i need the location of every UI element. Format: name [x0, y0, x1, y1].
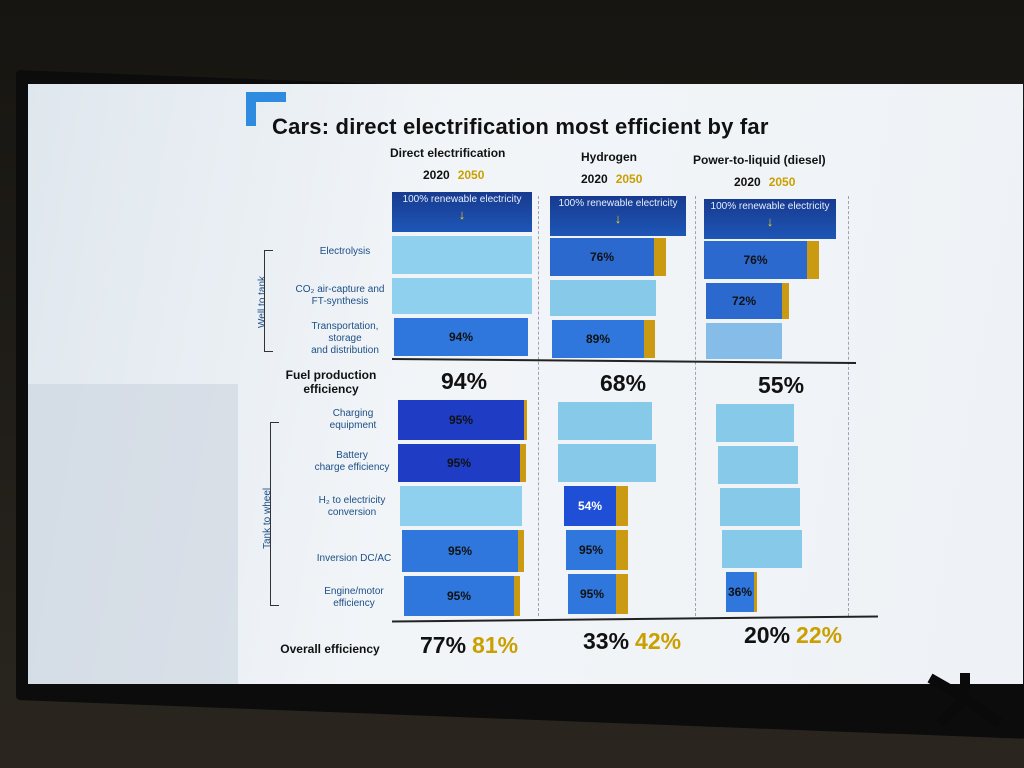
years-direct-electrification: 2020 2050 [423, 168, 485, 182]
cell-de-battery: 95% [398, 442, 538, 484]
cell-p-co2: 72% [706, 281, 840, 321]
years-hydrogen: 2020 2050 [581, 172, 643, 186]
down-arrow-icon: ↓ [458, 207, 466, 222]
column-divider [538, 196, 539, 616]
cell-h-h2conv: 54% [564, 484, 694, 528]
cell-de-charging: 95% [398, 398, 538, 442]
column-header-direct-electrification: Direct electrification [390, 146, 506, 160]
row-label-fuel-production: Fuel production efficiency [285, 368, 377, 396]
column-header-power-to-liquid: Power-to-liquid (diesel) [693, 153, 826, 167]
row-label-charging: Charging equipment [329, 408, 377, 431]
cell-p-transport [706, 321, 840, 361]
source-box-hydrogen: 100% renewable electricity ↓ [550, 196, 686, 236]
column-header-hydrogen: Hydrogen [581, 150, 638, 164]
years-power-to-liquid: 2020 2050 [734, 175, 796, 189]
cell-p-inversion [722, 528, 862, 570]
slide-title: Cars: direct electrification most effici… [272, 114, 769, 139]
cell-de-co2 [392, 276, 532, 316]
row-label-electrolysis: Electrolysis [319, 246, 371, 257]
cell-p-charging [716, 402, 856, 444]
cell-de-h2conv [400, 484, 540, 528]
cell-h-charging [558, 400, 688, 442]
cell-de-engine: 95% [404, 574, 544, 618]
column-divider [848, 196, 849, 616]
cell-p-engine: 36% [726, 570, 866, 614]
cell-de-inversion: 95% [402, 528, 542, 574]
row-label-overall: Overall efficiency [280, 642, 380, 656]
cell-p-battery [718, 444, 858, 486]
group-bracket [270, 422, 279, 606]
cell-h-co2 [550, 278, 686, 318]
tv-screen: Cars: direct electrification most effici… [28, 84, 1023, 684]
overall-h: 33% 42% [583, 628, 682, 654]
fuel-production-h: 68% [600, 370, 647, 396]
group-bracket [264, 250, 273, 352]
cell-h-battery [558, 442, 688, 484]
tv-stand [927, 673, 1003, 728]
cell-h-inversion: 95% [566, 528, 696, 572]
row-label-transport: Transportation, storage and distribution [311, 321, 379, 356]
column-divider [695, 196, 696, 616]
fuel-production-de: 94% [441, 368, 488, 394]
cell-p-electrolysis: 76% [704, 239, 840, 281]
brand-logo [246, 92, 286, 126]
source-box-direct: 100% renewable electricity ↓ [392, 192, 532, 232]
row-label-engine: Engine/motor efficiency [324, 586, 384, 609]
cell-p-h2conv [720, 486, 860, 528]
cell-h-transport: 89% [552, 318, 686, 360]
fuel-production-p: 55% [758, 372, 805, 398]
cell-h-engine: 95% [568, 572, 698, 616]
overall-de: 77% 81% [420, 632, 519, 658]
cell-de-electrolysis [392, 234, 532, 276]
down-arrow-icon: ↓ [766, 214, 774, 229]
down-arrow-icon: ↓ [614, 211, 622, 226]
row-label-h2-conversion: H₂ to electricity conversion [318, 495, 386, 518]
screen-glare [28, 384, 238, 684]
row-label-battery: Battery charge efficiency [314, 450, 390, 473]
source-box-ptl: 100% renewable electricity ↓ [704, 199, 836, 239]
cell-h-electrolysis: 76% [550, 236, 686, 278]
row-label-inversion: Inversion DC/AC [316, 553, 392, 564]
cell-de-transport: 94% [394, 316, 532, 358]
row-label-co2: CO₂ air-capture and FT-synthesis [295, 284, 385, 307]
overall-p: 20% 22% [744, 622, 843, 648]
